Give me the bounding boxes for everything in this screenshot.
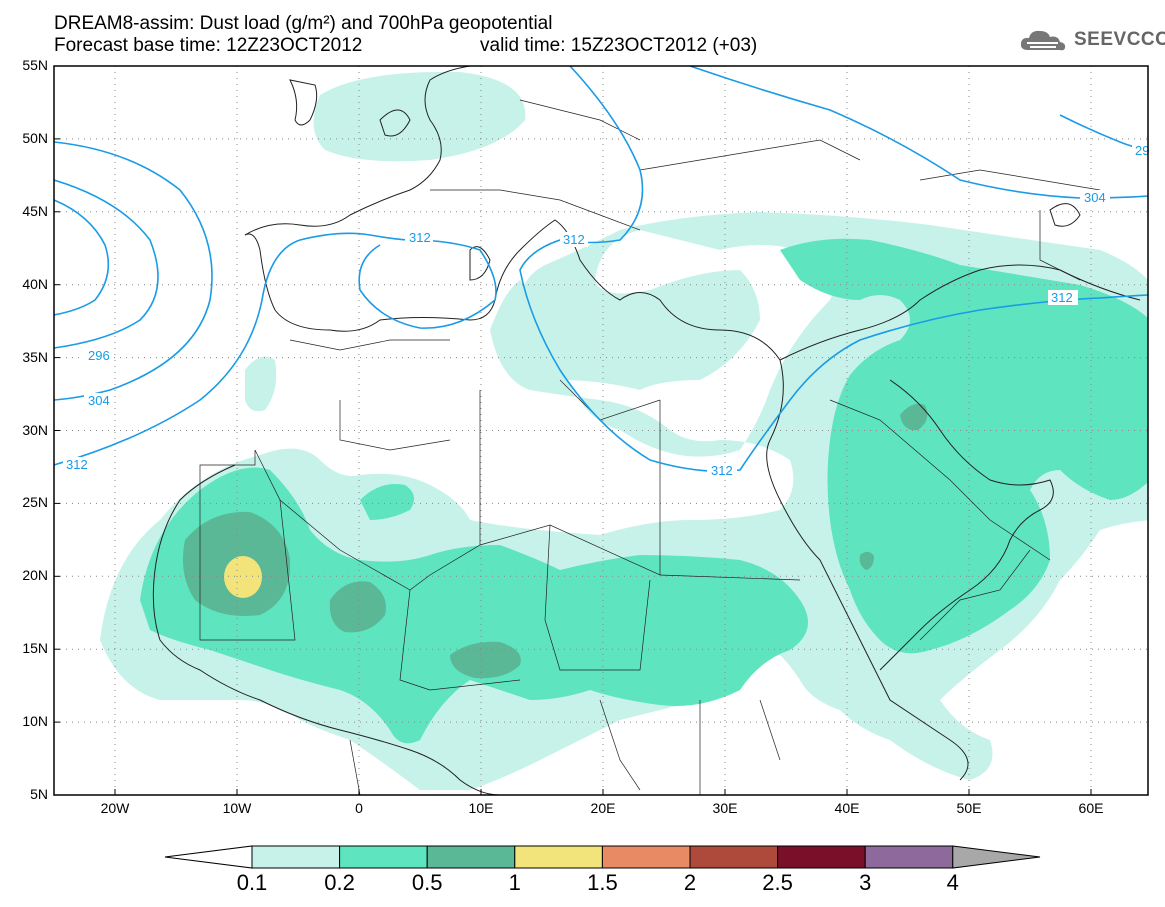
dust-level-0.5 [182,403,928,679]
lon-label: 20E [590,800,616,816]
svg-text:312: 312 [409,230,431,245]
lon-label: 10W [222,800,252,816]
svg-text:29: 29 [1135,143,1149,158]
lon-label: 10E [468,800,494,816]
dust-level-1 [224,556,262,598]
lat-label: 15N [22,640,48,657]
contour-labels: 312 312 296 304 312 312 312 304 29 [63,143,1152,478]
lat-lon-grid [54,66,1148,795]
dust-level-0.2 [140,238,1148,744]
colorbar-tick-label: 3 [859,870,872,895]
seevccc-logo: SEEVCCC [1018,26,1165,54]
lat-label: 35N [22,348,48,365]
lon-label: 50E [956,800,982,816]
colorbar-tick-label: 0.1 [236,870,268,895]
axis-ticks [54,65,1092,796]
svg-text:296: 296 [88,348,110,363]
colorbar-tick-label: 0.2 [324,870,355,895]
lon-label: 30E [712,800,738,816]
map-title: DREAM8-assim: Dust load (g/m²) and 700hP… [54,13,553,34]
colorbar-tick-label: 1 [508,870,521,895]
svg-text:304: 304 [88,393,110,408]
lon-label: 20W [100,800,130,816]
lat-label: 55N [22,57,48,73]
svg-text:304: 304 [1084,190,1106,205]
lat-label: 50N [22,129,48,146]
lat-label: 5N [30,786,48,802]
cloud-icon [1020,30,1066,51]
valid-time: valid time: 15Z23OCT2012 (+03) [480,35,758,56]
colorbar-tick-label: 2.5 [762,870,793,895]
lat-label: 45N [22,202,48,219]
lat-label: 10N [22,713,48,730]
forecast-base-time: Forecast base time: 12Z23OCT2012 [54,35,363,56]
logo-text: SEEVCCC [1074,29,1165,50]
lat-label: 30N [22,421,48,438]
lat-label: 20N [22,567,48,584]
svg-text:312: 312 [66,457,88,472]
dust-map: 312 312 296 304 312 312 312 304 29 [53,65,1152,796]
colorbar-tick-label: 4 [946,870,959,895]
svg-text:312: 312 [563,232,585,247]
lat-label: 40N [22,275,48,292]
svg-text:312: 312 [1051,290,1073,305]
country-borders [199,99,1101,795]
lon-label: 60E [1078,800,1104,816]
lat-label: 25N [22,494,48,511]
lon-label: 40E [834,800,860,816]
svg-text:312: 312 [711,463,733,478]
colorbar-tick-label: 0.5 [411,870,443,895]
lon-label: 0 [355,800,363,816]
colorbar-tick-label: 1.5 [587,870,618,895]
colorbar-tick-label: 2 [683,870,697,895]
